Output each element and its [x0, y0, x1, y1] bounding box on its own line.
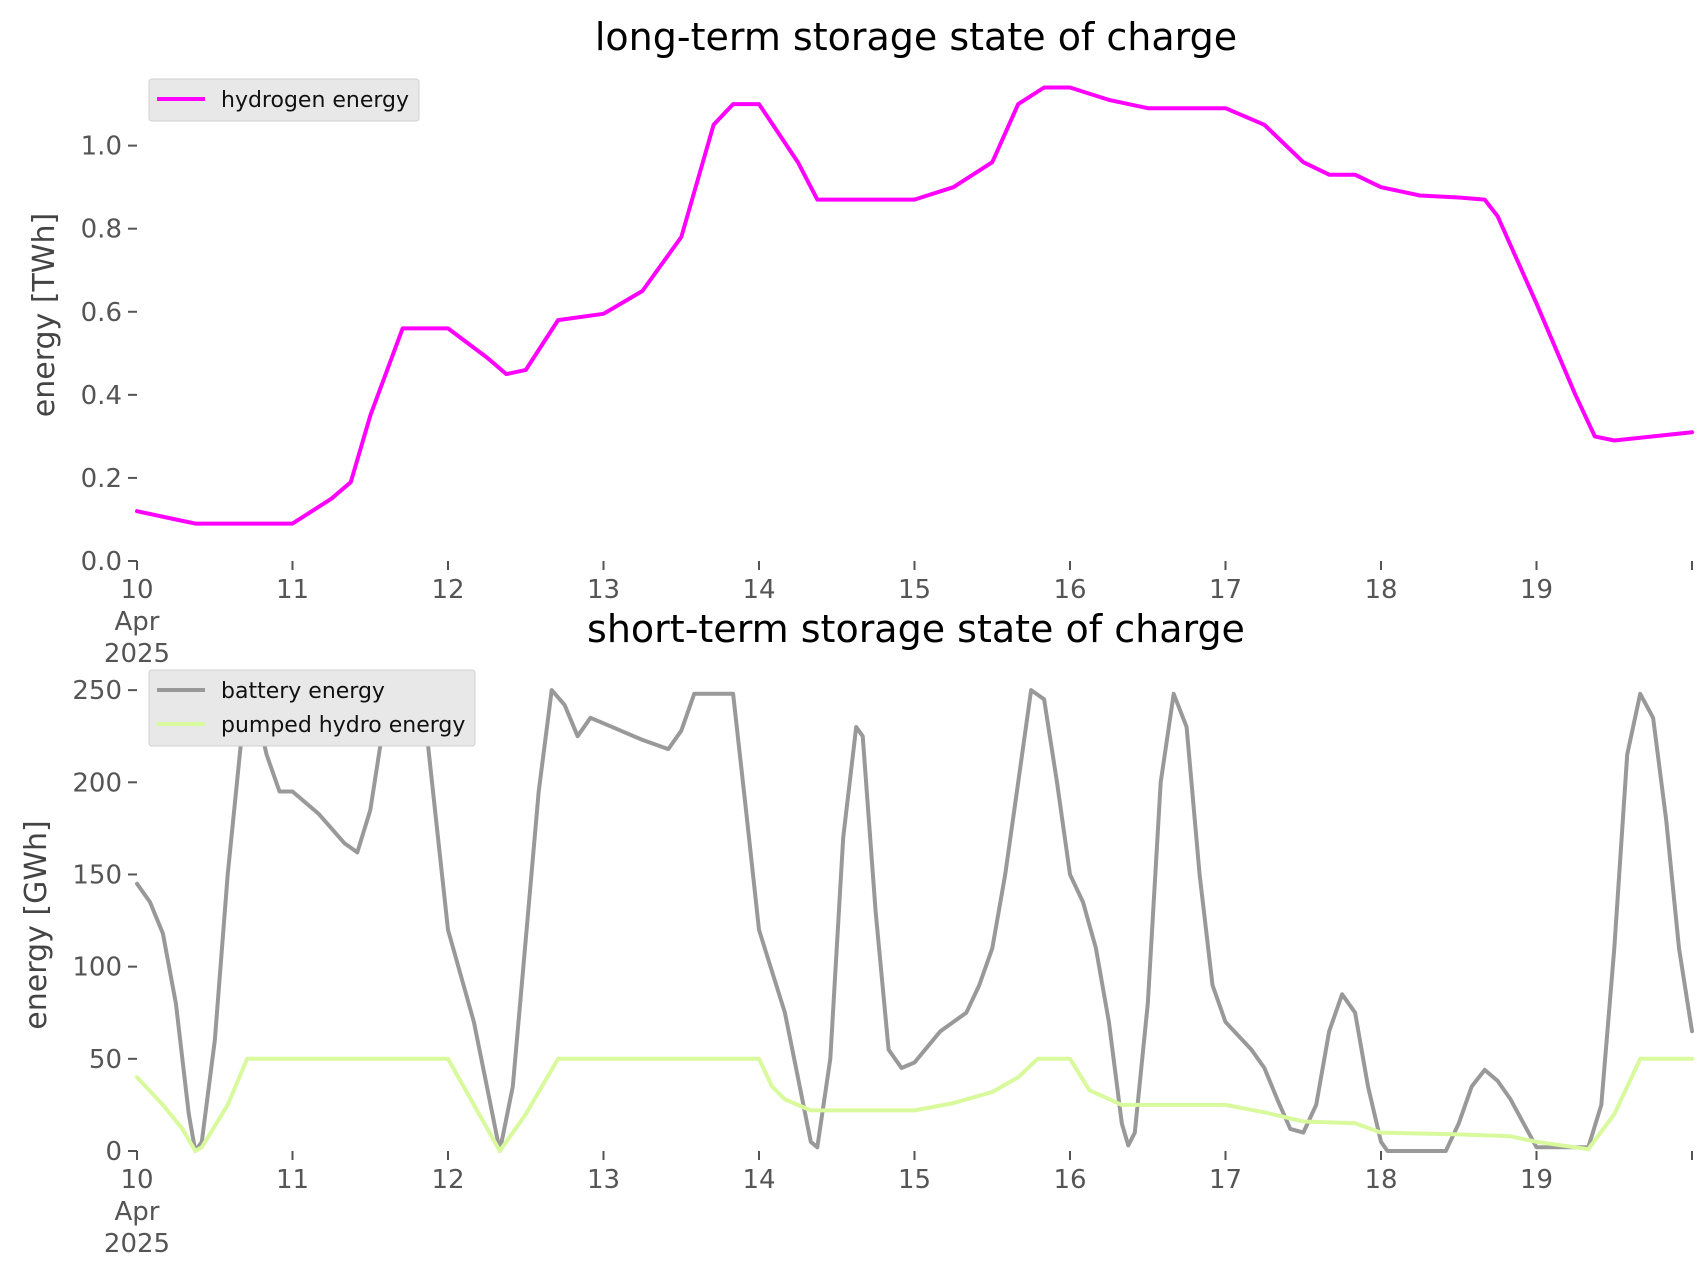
- x-tick-label-short-term: 14: [742, 1165, 775, 1195]
- x-tick-label-long-term: 16: [1053, 575, 1086, 605]
- y-tick-label-long-term: 0.6: [81, 298, 122, 328]
- x-tick-label-long-term: 14: [742, 575, 775, 605]
- legend-long-term: hydrogen energy: [148, 78, 420, 122]
- y-tick-label-short-term: 50: [89, 1045, 122, 1075]
- y-tick-label-long-term: 1.0: [81, 132, 122, 162]
- x-tick-label-long-term: 11: [276, 575, 309, 605]
- x-tick-label-long-term: 12: [431, 575, 464, 605]
- axis-ticks-short-term: 0 50 100 150 200 250 10 Apr 2025 11 12 13 14 15 16 17 18…: [72, 676, 1693, 1259]
- y-tick-label-long-term: 0.0: [81, 547, 122, 577]
- x-tick-label-long-term: 17: [1209, 575, 1242, 605]
- series-line-battery-energy: [135, 688, 1694, 1153]
- x-tick-label-short-term: 11: [276, 1165, 309, 1195]
- series-lines-long-term: [135, 85, 1694, 526]
- legend-label-pumped-hydro-energy: pumped hydro energy: [221, 713, 465, 738]
- x-tick-label-long-term: 19: [1520, 575, 1553, 605]
- series-line-pumped-hydro-energy: [135, 1056, 1694, 1153]
- y-axis-label-long-term: energy [TWh]: [27, 213, 62, 417]
- legend-box-short-term: [148, 669, 476, 747]
- chart-title-short-term: short-term storage state of charge: [587, 607, 1245, 651]
- y-tick-label-short-term: 100: [72, 953, 122, 983]
- chart-title-long-term: long-term storage state of charge: [595, 15, 1237, 59]
- y-tick-label-long-term: 0.8: [81, 215, 122, 245]
- x-tick-label-long-term: 18: [1364, 575, 1397, 605]
- x-tick-label-short-term: 10 Apr 2025: [104, 1165, 170, 1259]
- series-line-hydrogen-energy: [135, 85, 1694, 526]
- x-tick-label-long-term: 10 Apr 2025: [104, 575, 170, 669]
- series-lines-short-term: [135, 688, 1694, 1153]
- legend-label-hydrogen-energy: hydrogen energy: [221, 88, 409, 113]
- x-tick-label-short-term: 13: [587, 1165, 620, 1195]
- y-tick-label-long-term: 0.4: [81, 381, 122, 411]
- x-tick-label-short-term: 19: [1520, 1165, 1553, 1195]
- x-tick-label-short-term: 18: [1364, 1165, 1397, 1195]
- x-tick-label-short-term: 17: [1209, 1165, 1242, 1195]
- y-tick-label-short-term: 0: [105, 1137, 122, 1167]
- axis-ticks-long-term: 0.0 0.2 0.4 0.6 0.8 1.0 10 Apr 2025 11 12 13 14 15 16 1…: [81, 132, 1693, 669]
- x-tick-label-short-term: 16: [1053, 1165, 1086, 1195]
- x-tick-label-long-term: 15: [898, 575, 931, 605]
- x-tick-label-long-term: 13: [587, 575, 620, 605]
- y-tick-label-short-term: 200: [72, 768, 122, 798]
- y-tick-label-short-term: 250: [72, 676, 122, 706]
- legend-short-term: battery energy pumped hydro energy: [148, 669, 476, 747]
- y-tick-label-long-term: 0.2: [81, 464, 122, 494]
- legend-label-battery-energy: battery energy: [221, 679, 385, 704]
- short-term-storage-panel: short-term storage state of charge energ…: [19, 607, 1694, 1259]
- x-tick-label-short-term: 15: [898, 1165, 931, 1195]
- y-tick-label-short-term: 150: [72, 860, 122, 890]
- legend-box-long-term: [148, 78, 420, 122]
- long-term-storage-panel: long-term storage state of charge energy…: [27, 15, 1694, 669]
- x-tick-label-short-term: 12: [431, 1165, 464, 1195]
- y-axis-label-short-term: energy [GWh]: [19, 820, 54, 1029]
